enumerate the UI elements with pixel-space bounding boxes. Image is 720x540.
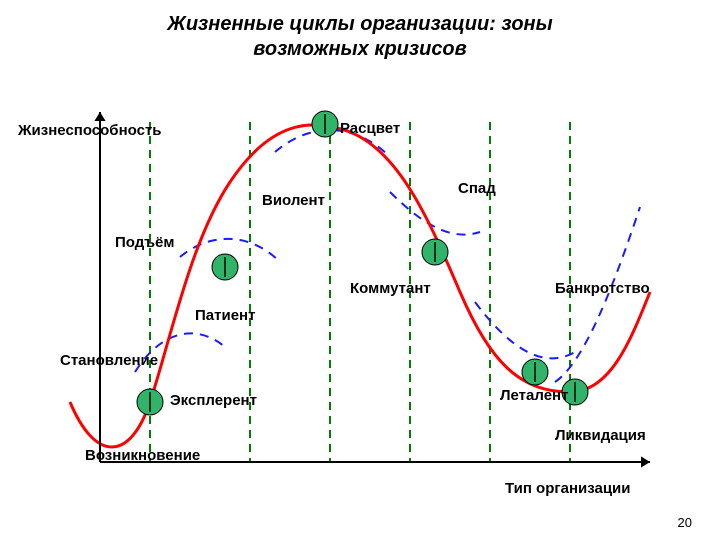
label-eksplerent: Эксплерент: [170, 392, 257, 409]
label-y-axis: Жизнеспособность: [18, 122, 162, 139]
label-likvidacia: Ликвидация: [555, 427, 646, 444]
label-x-axis: Тип организации: [505, 480, 631, 497]
label-kommutant: Коммутант: [350, 280, 431, 297]
label-podem: Подъём: [115, 234, 174, 251]
chart-area: Жизнеспособность Тип организации Расцвет…: [0, 62, 720, 532]
label-patient: Патиент: [195, 307, 255, 324]
label-spad: Спад: [458, 180, 496, 197]
label-letalent: Леталент: [500, 387, 568, 404]
label-vozniknov: Возникновение: [85, 447, 200, 464]
page-number: 20: [678, 515, 692, 530]
title-line1: Жизненные циклы организации: зоны: [0, 12, 720, 37]
title: Жизненные циклы организации: зоны возмож…: [0, 0, 720, 62]
label-bankrot: Банкротство: [555, 280, 650, 297]
label-stanovlenie: Становление: [60, 352, 158, 369]
label-rascvet: Расцвет: [340, 120, 400, 137]
label-violenta: Виолент: [262, 192, 325, 209]
title-line2: возможных кризисов: [0, 37, 720, 62]
